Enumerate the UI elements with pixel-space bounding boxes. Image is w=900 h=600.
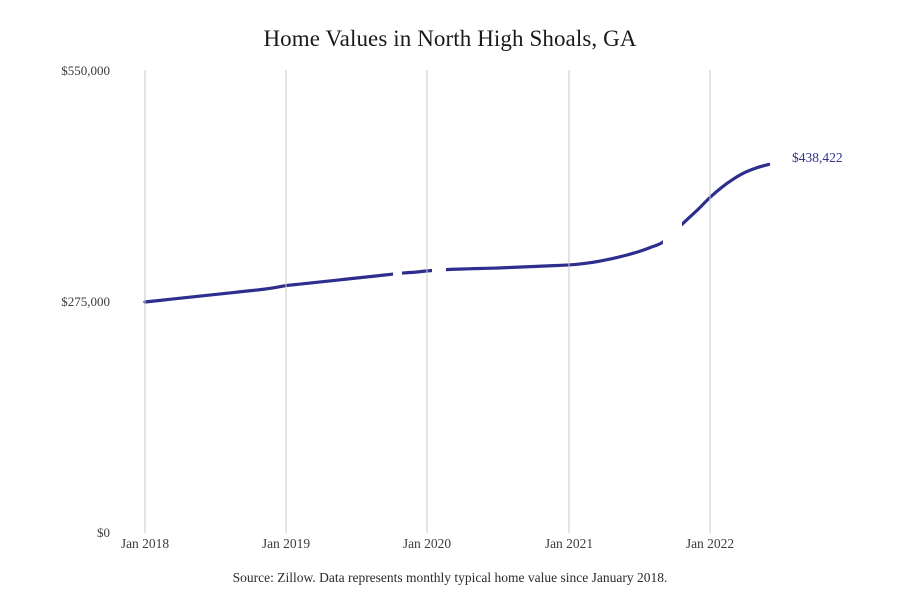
x-axis-tick-jan-2019: Jan 2019	[261, 536, 311, 551]
series-gap-2	[432, 70, 446, 535]
x-axis-tick-jan-2020: Jan 2020	[402, 536, 452, 551]
series-gap-3	[663, 70, 682, 535]
end-value-annotation: $438,422	[792, 150, 843, 165]
x-axis-tick-jan-2018: Jan 2018	[120, 536, 170, 551]
series-gap-1	[393, 70, 402, 535]
y-axis-tick-0: $0	[97, 525, 110, 540]
chart-source-caption: Source: Zillow. Data represents monthly …	[232, 570, 668, 585]
y-axis-tick-550000: $550,000	[61, 63, 110, 78]
data-series-line	[143, 70, 771, 535]
y-axis-tick-275000: $275,000	[61, 294, 110, 309]
x-axis-tick-jan-2021: Jan 2021	[544, 536, 594, 551]
x-axis-tick-jan-2022: Jan 2022	[685, 536, 735, 551]
page-title: Home Values in North High Shoals, GA	[263, 26, 637, 51]
